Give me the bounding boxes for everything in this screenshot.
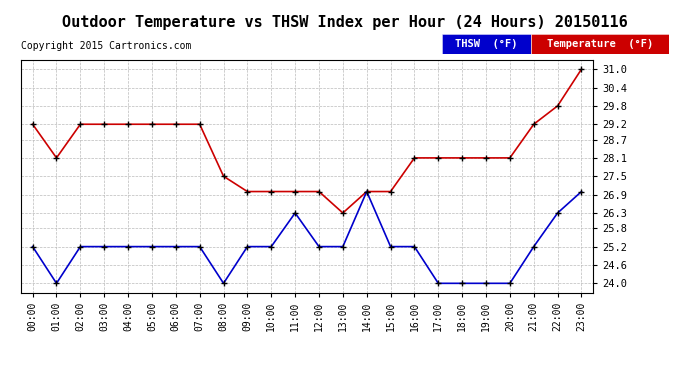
Text: Temperature  (°F): Temperature (°F) (547, 39, 653, 49)
Text: Outdoor Temperature vs THSW Index per Hour (24 Hours) 20150116: Outdoor Temperature vs THSW Index per Ho… (62, 15, 628, 30)
Text: Copyright 2015 Cartronics.com: Copyright 2015 Cartronics.com (21, 41, 191, 51)
Text: THSW  (°F): THSW (°F) (455, 39, 518, 49)
